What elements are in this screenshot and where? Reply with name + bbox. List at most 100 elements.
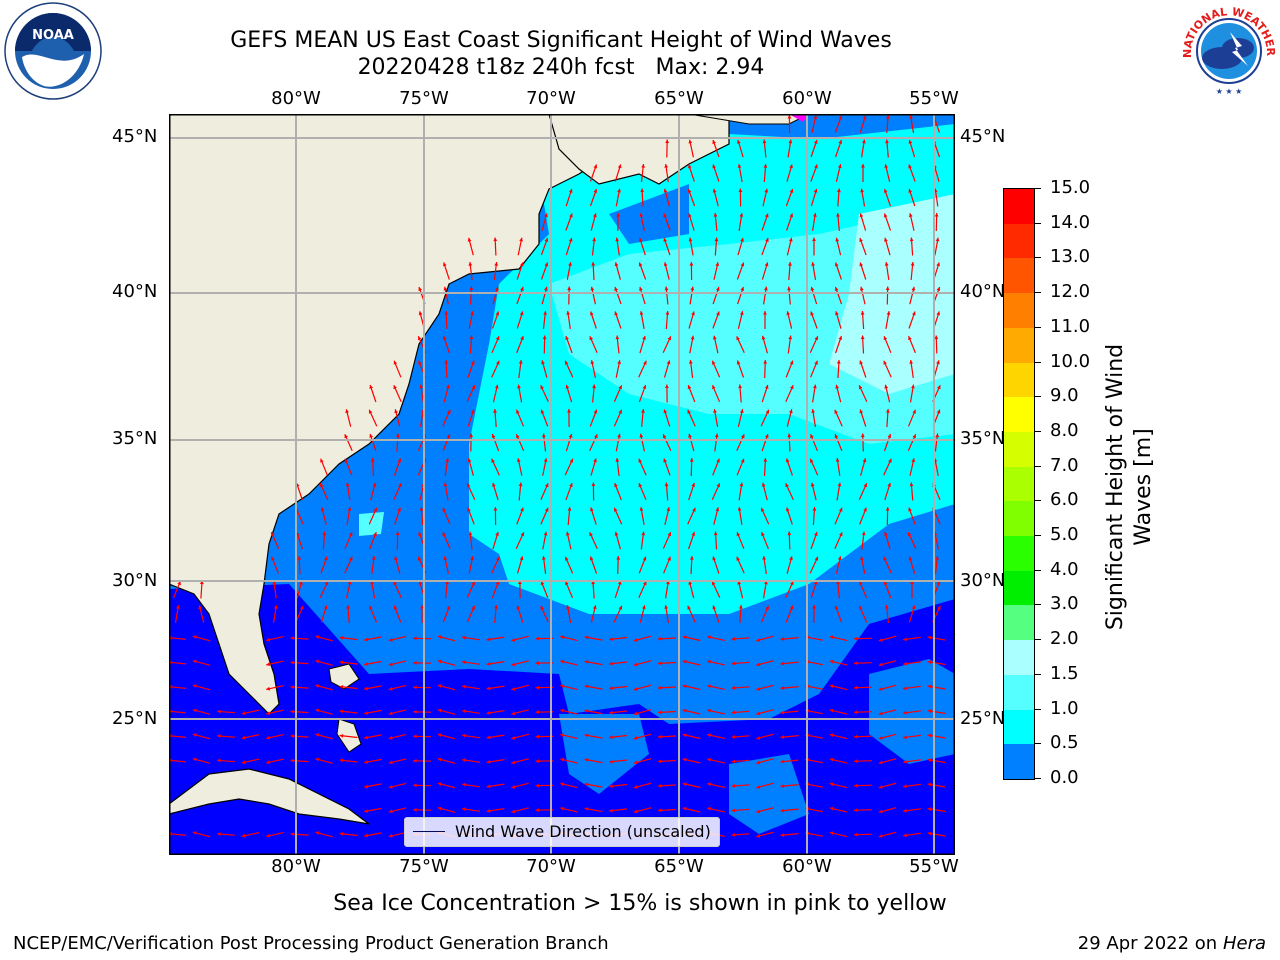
direction-arrow-head: [712, 556, 716, 561]
direction-arrow-head: [878, 809, 883, 814]
direction-arrow-head: [691, 532, 696, 536]
direction-arrow-head: [756, 785, 761, 789]
direction-arrow-head: [658, 808, 662, 813]
direction-arrow-head: [927, 635, 932, 640]
direction-arrow-head: [591, 482, 596, 486]
direction-arrow-head: [765, 434, 769, 438]
direction-arrow-head: [394, 556, 398, 561]
direction-arrow-head: [266, 711, 271, 716]
direction-arrow-head: [741, 434, 745, 439]
direction-arrow-head: [687, 385, 692, 390]
direction-arrow-head: [217, 758, 221, 763]
direction-arrow-head: [369, 605, 373, 610]
direction-arrow-head: [714, 433, 719, 438]
direction-arrow-head: [666, 580, 670, 585]
direction-arrow-head: [241, 735, 246, 740]
direction-arrow-head: [665, 311, 670, 315]
direction-arrow-head: [413, 661, 417, 665]
direction-arrow-head: [467, 458, 472, 463]
direction-arrow-head: [731, 661, 736, 666]
direction-arrow-head: [859, 262, 864, 267]
direction-arrow-head: [584, 782, 589, 787]
direction-arrow-head: [520, 336, 524, 341]
direction-arrow-head: [393, 581, 397, 586]
direction-arrow-head: [813, 115, 818, 120]
direction-arrow-head: [934, 213, 939, 217]
direction-arrow-head: [493, 507, 498, 511]
direction-arrow-head: [927, 782, 932, 787]
direction-arrow-head: [519, 262, 524, 267]
direction-arrow-head: [860, 188, 864, 193]
direction-arrow-head: [516, 605, 521, 610]
colorbar-tick-mark: [1035, 639, 1041, 641]
direction-arrow-head: [687, 409, 691, 414]
direction-arrow-head: [442, 507, 447, 512]
direction-arrow-head: [437, 708, 442, 713]
direction-arrow-head: [420, 605, 424, 609]
noaa-logo-text: NOAA: [32, 28, 74, 43]
direction-arrow-head: [394, 409, 398, 414]
direction-arrow-head: [544, 238, 549, 242]
direction-arrow-head: [418, 360, 422, 365]
direction-arrow-head: [369, 385, 374, 389]
direction-arrow-head: [565, 556, 569, 561]
direction-arrow-head: [883, 336, 888, 341]
direction-arrow-head: [560, 708, 565, 713]
direction-arrow-head: [884, 237, 888, 242]
direction-arrow-head: [903, 637, 907, 642]
direction-arrow-head: [756, 736, 761, 740]
direction-arrow-head: [813, 384, 817, 389]
direction-arrow-head: [736, 360, 741, 365]
direction-arrow-head: [493, 409, 497, 413]
direction-arrow-head: [370, 458, 375, 462]
direction-arrow-head: [541, 360, 545, 365]
direction-arrow-head: [609, 637, 613, 641]
direction-arrow-head: [192, 708, 197, 713]
colorbar-tick-label: 5.0: [1050, 524, 1079, 546]
direction-arrow-head: [609, 759, 613, 764]
direction-arrow-head: [712, 335, 717, 340]
us-coastline: [169, 114, 690, 715]
direction-arrow-head: [835, 311, 839, 316]
direction-arrow-head: [789, 189, 794, 193]
direction-arrow-head: [909, 482, 914, 487]
direction-arrow-head: [364, 809, 368, 813]
lon-label-bottom: 65°W: [654, 856, 704, 877]
direction-arrow-head: [413, 808, 417, 812]
direction-arrow-head: [884, 164, 889, 169]
direction-arrow-head: [413, 734, 417, 739]
direction-arrow-head: [787, 115, 792, 119]
direction-arrow-head: [633, 687, 638, 691]
direction-arrow-head: [780, 735, 785, 739]
direction-arrow-head: [812, 605, 816, 609]
direction-arrow-head: [860, 433, 865, 438]
direction-arrow-head: [639, 238, 643, 242]
direction-arrow-head: [838, 115, 843, 120]
direction-arrow-head: [810, 482, 815, 487]
direction-arrow-head: [712, 140, 716, 144]
direction-arrow-head: [835, 384, 839, 389]
direction-arrow-head: [838, 507, 843, 512]
direction-arrow-head: [447, 409, 451, 414]
direction-arrow-head: [836, 213, 840, 217]
direction-arrow-head: [535, 734, 539, 739]
direction-arrow-head: [687, 605, 691, 610]
direction-arrow-head: [715, 507, 720, 512]
direction-arrow-head: [568, 262, 572, 266]
direction-arrow-head: [511, 785, 516, 789]
direction-arrow-head: [192, 831, 197, 835]
direction-arrow-head: [323, 605, 328, 610]
direction-arrow-head: [789, 605, 794, 610]
direction-arrow-head: [731, 784, 736, 788]
direction-arrow-head: [903, 759, 907, 764]
direction-arrow-head: [859, 213, 864, 218]
direction-arrow-head: [266, 637, 271, 642]
direction-arrow-head: [780, 784, 785, 788]
lat-label-left: 40°N: [112, 281, 158, 302]
direction-arrow-head: [511, 809, 516, 814]
direction-arrow-head: [467, 237, 472, 242]
direction-arrow-head: [740, 287, 745, 291]
direction-arrow-head: [712, 605, 717, 610]
direction-arrow-head: [910, 262, 915, 266]
direction-arrow-head: [829, 733, 834, 738]
